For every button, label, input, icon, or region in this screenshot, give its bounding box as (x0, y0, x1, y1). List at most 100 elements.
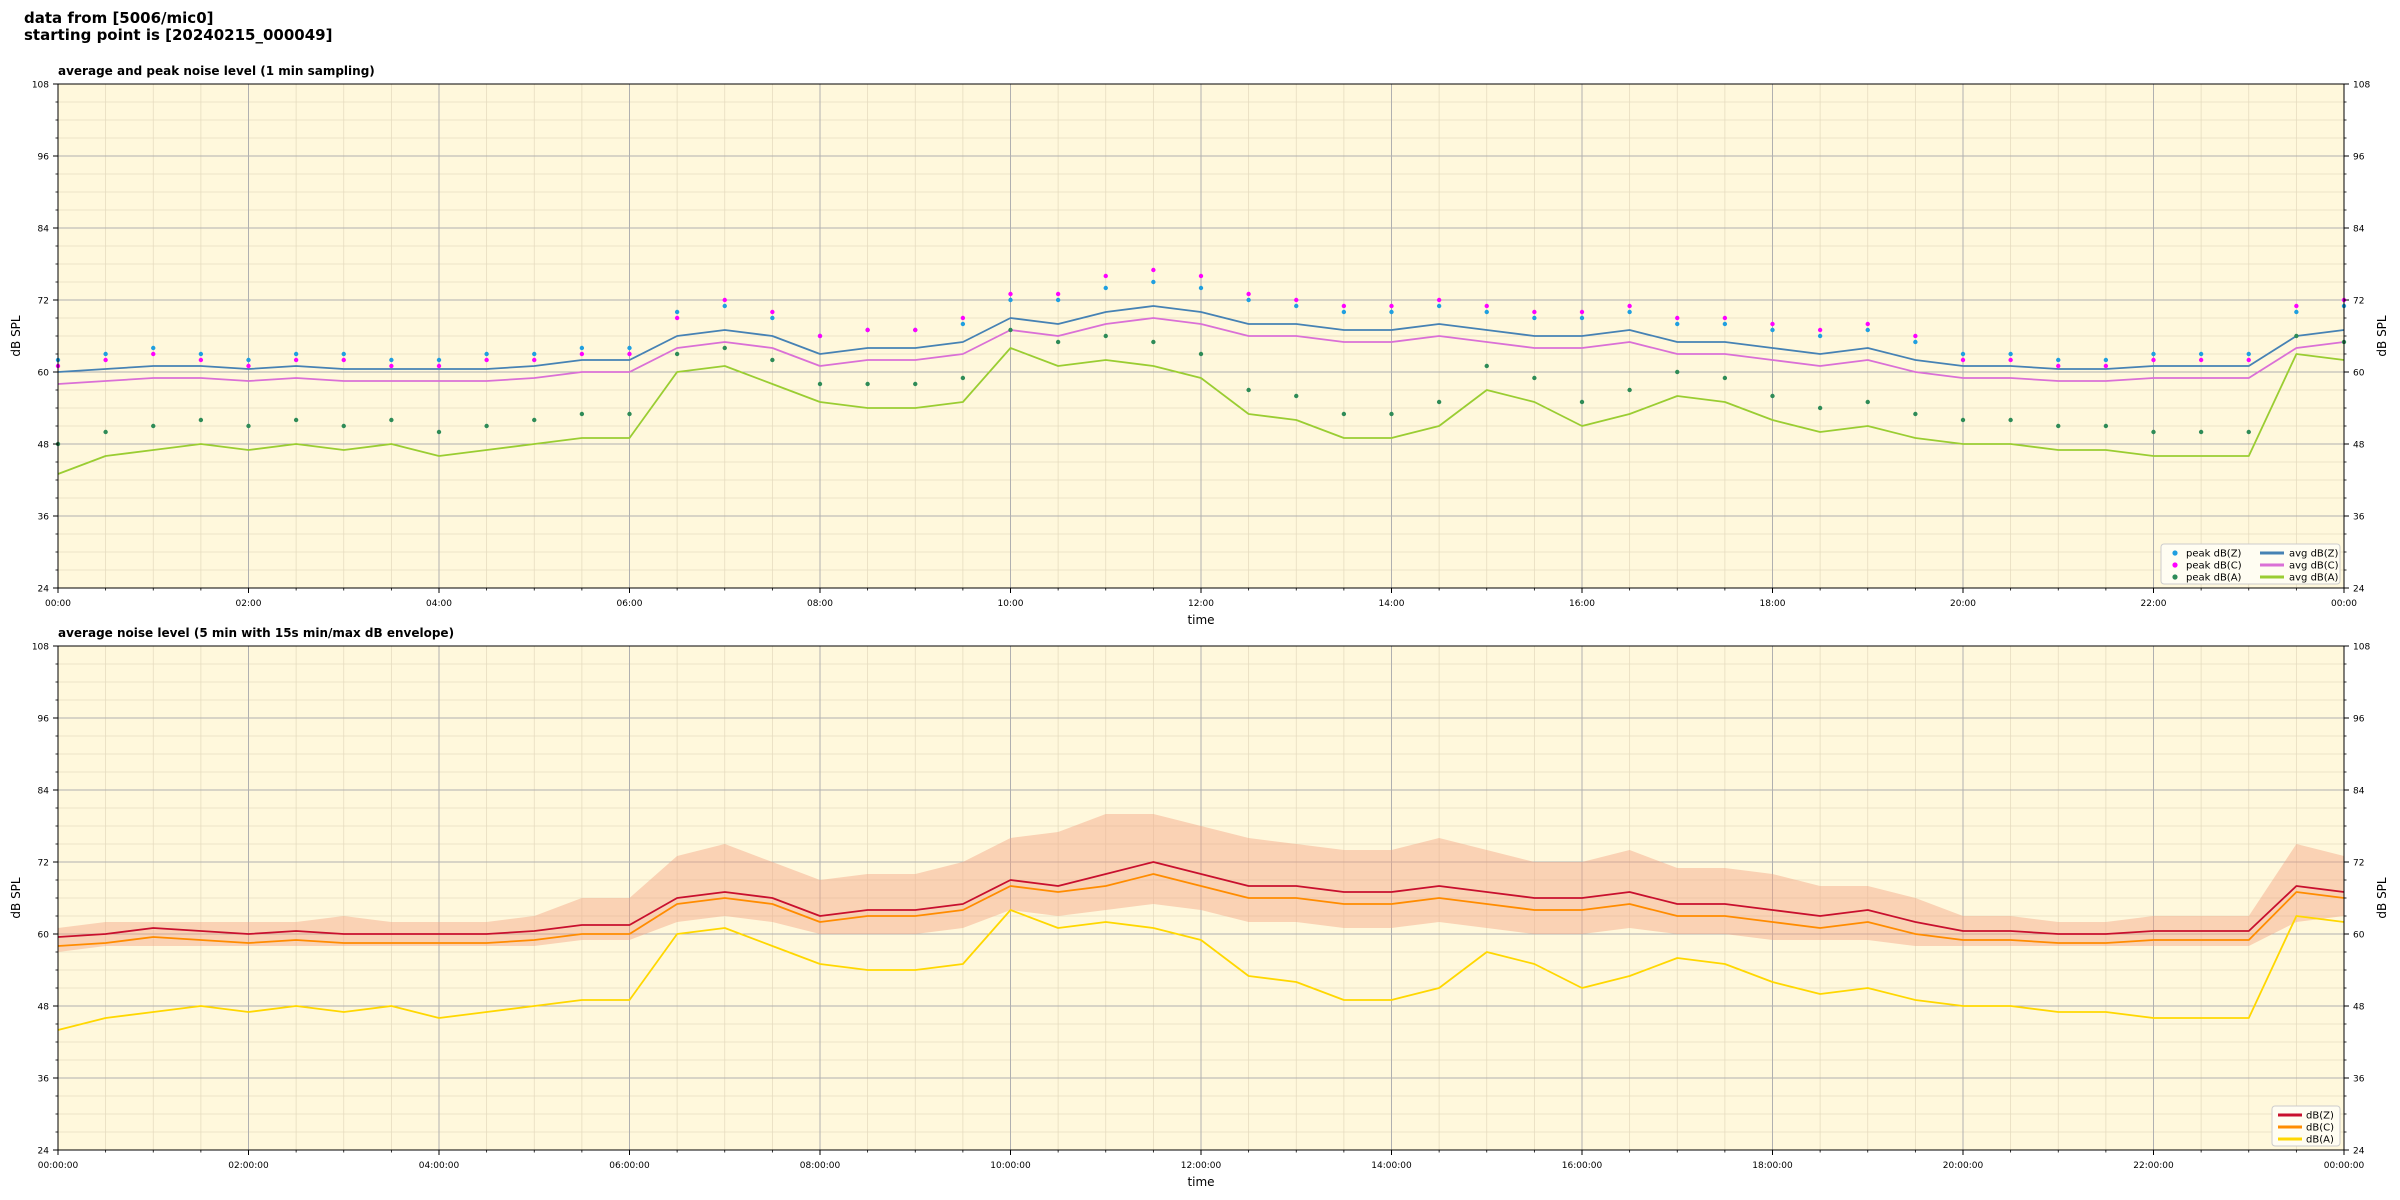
data-point (1246, 291, 1251, 297)
data-point (1246, 387, 1251, 393)
data-point (1484, 363, 1489, 369)
x-tick-label: 18:00 (1760, 599, 1786, 609)
data-point (1151, 267, 1156, 273)
legend: peak dB(Z)peak dB(C)peak dB(A)avg dB(Z)a… (2160, 543, 2341, 585)
data-point (1198, 285, 1204, 291)
data-point (817, 381, 823, 387)
data-point (1008, 297, 1013, 303)
data-point (484, 423, 489, 429)
data-point (484, 357, 489, 363)
data-point (674, 351, 680, 357)
data-point (1103, 285, 1108, 291)
y-tick-label-left: 24 (38, 585, 50, 595)
data-point (1770, 327, 1775, 333)
data-point (1055, 291, 1061, 297)
chart-title: average and peak noise level (1 min samp… (58, 64, 375, 78)
data-point (1817, 405, 1823, 411)
data-point (2198, 351, 2204, 357)
data-point (1627, 387, 1632, 393)
data-point (341, 423, 346, 429)
x-tick-label: 12:00 (1188, 599, 1214, 609)
data-point (293, 357, 299, 363)
legend-label: avg dB(A) (2289, 573, 2339, 584)
y-tick-label-left: 36 (38, 513, 50, 523)
data-point (532, 417, 537, 423)
x-tick-label: 22:00 (2141, 599, 2167, 609)
data-point (198, 357, 204, 363)
data-point (436, 429, 442, 435)
x-tick-label: 06:00 (617, 599, 643, 609)
data-point (2198, 429, 2204, 435)
data-point (579, 411, 585, 417)
y-tick-label-right: 24 (2353, 1147, 2365, 1157)
series-avg-db-z (57, 305, 2345, 373)
x-tick-label: 10:00:00 (990, 1161, 1031, 1171)
data-point (1436, 399, 1442, 405)
x-tick-label: 00:00 (2331, 599, 2357, 609)
data-point (1151, 279, 1156, 285)
data-point (1055, 297, 1061, 303)
x-tick-label: 04:00 (426, 599, 452, 609)
x-tick-label: 06:00:00 (609, 1161, 650, 1171)
data-point (1722, 375, 1728, 381)
y-tick-label-left: 36 (38, 1075, 50, 1085)
y-tick-label-left: 84 (38, 225, 50, 235)
series-db-c (57, 873, 2345, 947)
data-point (1675, 315, 1680, 321)
y-axis-label-right: dB SPL (2375, 877, 2389, 919)
data-point (1103, 273, 1108, 279)
data-point (1817, 333, 1823, 339)
data-point (2246, 429, 2251, 435)
y-tick-label-right: 48 (2353, 1003, 2365, 1013)
data-point (1484, 309, 1489, 315)
data-point (151, 423, 156, 429)
data-point (1389, 303, 1394, 309)
series-db-z (57, 861, 2345, 938)
data-point (722, 303, 727, 309)
data-point (913, 381, 918, 387)
y-tick-label-left: 72 (38, 297, 49, 307)
legend: dB(Z)dB(C)dB(A) (2271, 1105, 2341, 1147)
header-starting-point: starting point is [20240215_000049] (24, 26, 333, 44)
x-axis-label: time (1187, 613, 1214, 627)
y-tick-label-right: 108 (2353, 643, 2370, 653)
series-avg-db-c (57, 317, 2345, 385)
data-point (2103, 423, 2109, 429)
y-tick-label-right: 84 (2353, 225, 2365, 235)
y-tick-label-left: 108 (32, 81, 49, 91)
data-point (532, 357, 537, 363)
data-point (1913, 411, 1918, 417)
data-point (2246, 357, 2251, 363)
x-tick-label: 16:00:00 (1562, 1161, 1603, 1171)
y-tick-label-right: 108 (2353, 81, 2370, 91)
data-point (2246, 351, 2251, 357)
legend-label: peak dB(Z) (2186, 549, 2242, 560)
y-tick-label-right: 84 (2353, 787, 2365, 797)
data-point (674, 315, 680, 321)
data-point (2151, 357, 2156, 363)
data-point (1198, 273, 1204, 279)
x-tick-label: 22:00:00 (2133, 1161, 2174, 1171)
data-point (2008, 417, 2013, 423)
x-tick-label: 00:00:00 (2324, 1161, 2365, 1171)
legend-label: avg dB(C) (2289, 561, 2339, 572)
legend-marker (2172, 550, 2178, 556)
data-point (2151, 351, 2156, 357)
data-point (2103, 357, 2109, 363)
data-point (1484, 303, 1489, 309)
data-point (2103, 363, 2109, 369)
data-point (2056, 423, 2061, 429)
data-point (722, 297, 727, 303)
data-point (103, 357, 108, 363)
data-point (1532, 315, 1537, 321)
x-tick-label: 12:00:00 (1181, 1161, 1222, 1171)
data-point (246, 357, 251, 363)
data-point (1865, 327, 1870, 333)
data-point (293, 417, 299, 423)
y-axis-label-right: dB SPL (2375, 315, 2389, 357)
series-db-a (57, 909, 2345, 1031)
y-tick-label-left: 60 (38, 369, 50, 379)
x-tick-label: 00:00:00 (38, 1161, 79, 1171)
data-point (1103, 333, 1108, 339)
data-point (436, 357, 442, 363)
